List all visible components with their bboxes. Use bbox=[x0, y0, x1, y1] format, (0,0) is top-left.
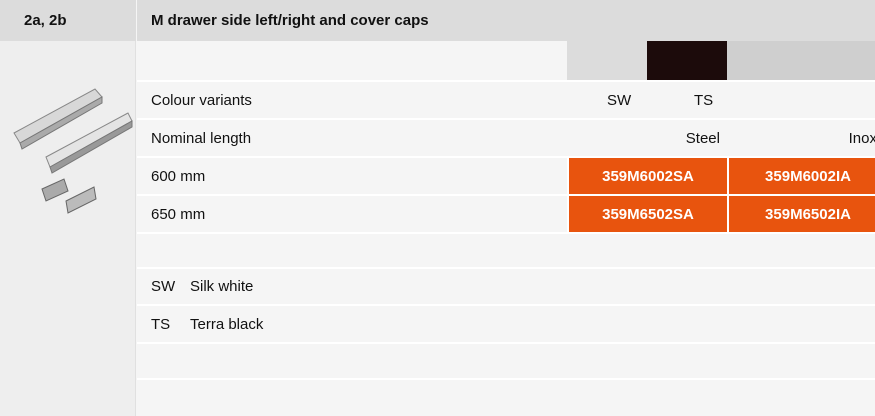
row: Nominal length Steel Inox bbox=[137, 118, 875, 156]
legend-row: TS Terra black bbox=[137, 304, 875, 342]
row bbox=[137, 232, 875, 267]
article-number: 359M6502IA bbox=[727, 196, 875, 232]
image-column bbox=[0, 41, 136, 416]
swatch-ts bbox=[647, 41, 727, 80]
label: 600 mm bbox=[151, 167, 206, 185]
legend-row: SW Silk white bbox=[137, 267, 875, 304]
row: Colour variants SW TS bbox=[137, 80, 875, 118]
header-code: 2a, 2b bbox=[0, 0, 136, 41]
legend-code: SW bbox=[151, 278, 176, 295]
article-number: 359M6002IA bbox=[727, 158, 875, 194]
label: Colour variants bbox=[151, 91, 252, 109]
row bbox=[137, 342, 875, 378]
swatch-inox bbox=[727, 41, 875, 80]
cell: SW bbox=[607, 91, 632, 109]
legend-text: Terra black bbox=[190, 315, 264, 333]
label: 650 mm bbox=[151, 205, 206, 223]
article-number: 359M6002SA bbox=[567, 158, 727, 194]
header-title: M drawer side left/right and cover caps bbox=[137, 0, 875, 41]
cell: Steel bbox=[685, 129, 720, 147]
label: Nominal length bbox=[151, 129, 252, 147]
article-number: 359M6502SA bbox=[567, 196, 727, 232]
row bbox=[137, 378, 875, 416]
cell: TS bbox=[694, 91, 714, 109]
cell: Inox bbox=[848, 129, 875, 147]
legend-code: TS bbox=[151, 315, 171, 333]
product-image bbox=[13, 88, 133, 214]
legend-text: Silk white bbox=[190, 278, 254, 295]
row: 600 mm bbox=[137, 156, 875, 194]
swatch-sw bbox=[567, 41, 647, 80]
row: 650 mm bbox=[137, 194, 875, 232]
